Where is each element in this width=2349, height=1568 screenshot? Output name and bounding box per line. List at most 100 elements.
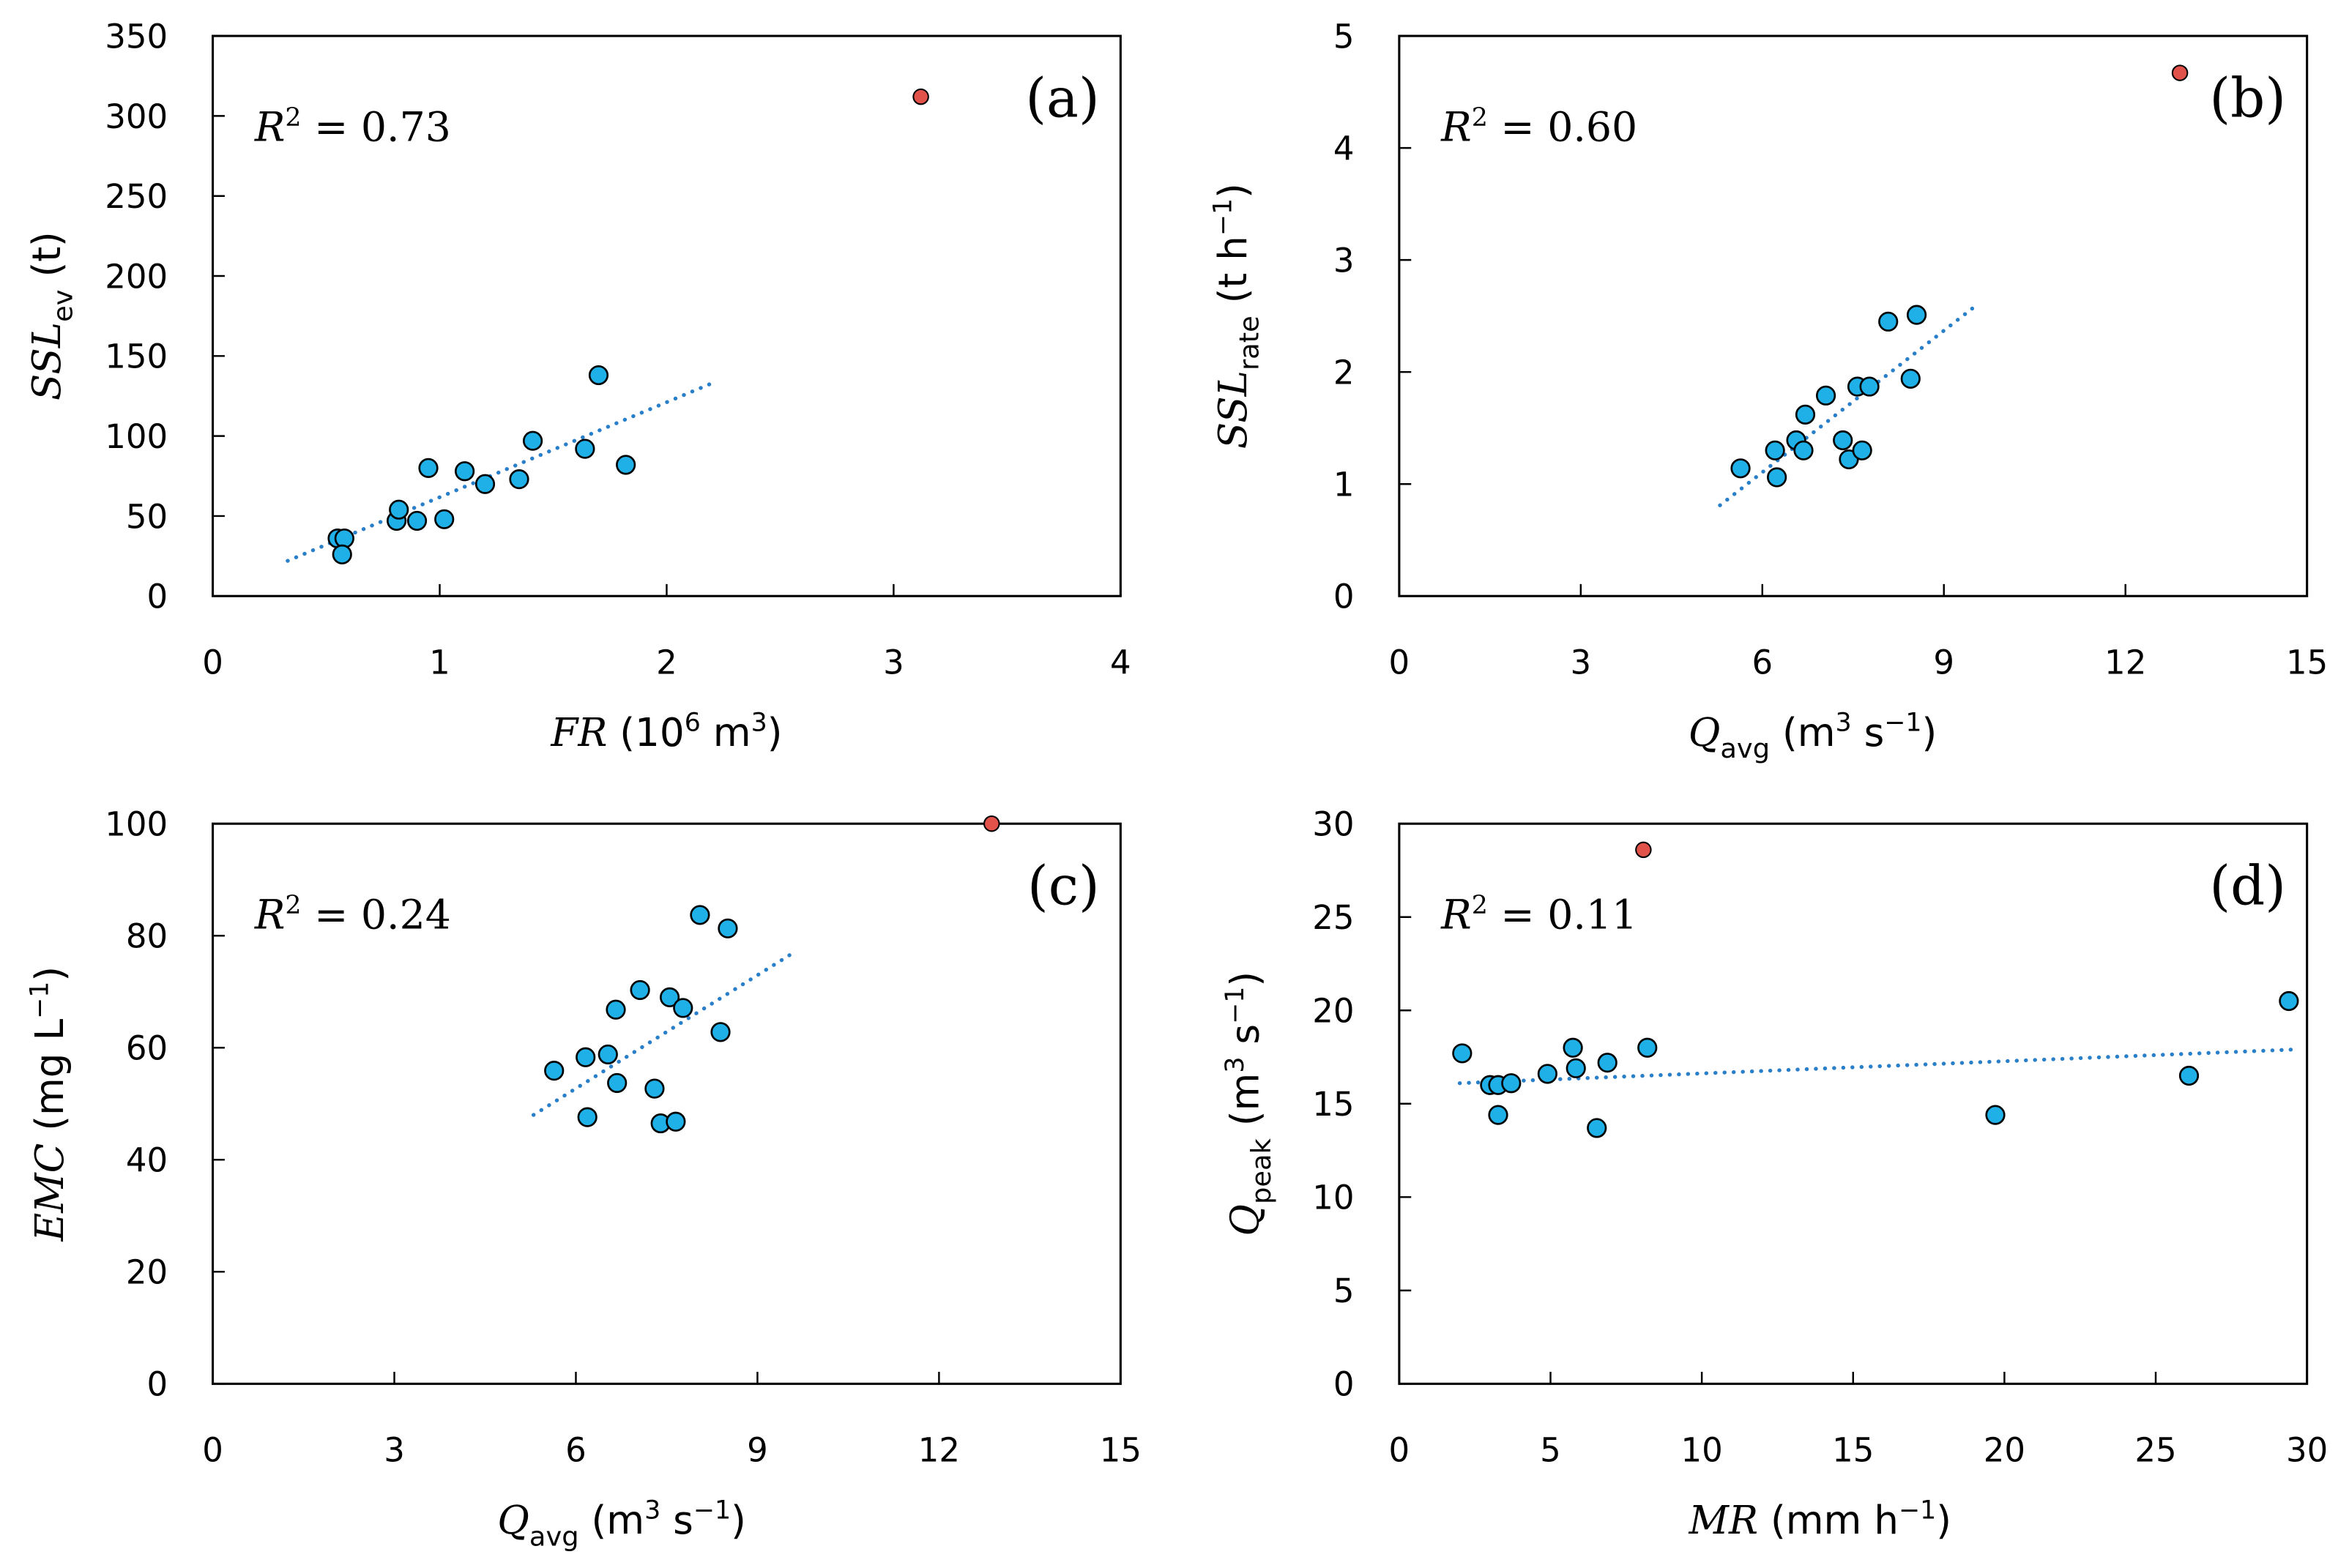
data-point [1833, 430, 1853, 451]
data-point [1767, 467, 1787, 488]
x-tick-label: 1 [429, 643, 450, 682]
x-tick-label: 9 [747, 1431, 768, 1470]
x-tick-label: 6 [565, 1431, 587, 1470]
y-tick-label: 3 [1333, 242, 1355, 280]
data-point [1537, 1064, 1557, 1084]
y-tick-label: 1 [1333, 466, 1355, 504]
y-axis-label: SSLrate (t h−1) [1209, 183, 1265, 449]
y-tick-label: 2 [1333, 354, 1355, 392]
data-point [1878, 311, 1899, 332]
data-point [1730, 458, 1751, 479]
data-point [418, 458, 439, 478]
y-tick-label: 20 [1312, 992, 1354, 1031]
y-axis-label: EMC (mg L−1) [26, 966, 72, 1242]
outlier-point [983, 815, 1000, 832]
x-tick-label: 3 [384, 1431, 405, 1470]
data-point [1795, 404, 1816, 425]
x-tick-label: 15 [1100, 1431, 1142, 1470]
y-tick-label: 20 [126, 1253, 168, 1292]
x-axis-label: MR (mm h−1) [1689, 1496, 1951, 1542]
data-point [588, 365, 609, 386]
data-point [455, 461, 475, 482]
y-axis-label: SSLev (t) [24, 231, 78, 400]
data-point [577, 1107, 598, 1127]
data-point [576, 1047, 596, 1067]
y-tick-label: 0 [147, 1365, 168, 1404]
data-point [509, 469, 529, 490]
y-tick-label: 25 [1312, 898, 1354, 937]
y-tick-label: 60 [126, 1029, 168, 1068]
y-tick-label: 150 [105, 337, 168, 376]
data-point [544, 1061, 565, 1081]
panel-c: Qavg (m3 s−1) EMC (mg L−1) 0 3 6 9 12 15 0 20 40… [26, 805, 1142, 1553]
trendline [531, 950, 796, 1117]
y-tick-label: 4 [1333, 129, 1355, 168]
data-point [1852, 440, 1872, 460]
outlier-point [2171, 64, 2189, 81]
trendline [1718, 305, 1976, 507]
plot-frame [212, 822, 1122, 1385]
x-tick-label: 10 [1681, 1431, 1723, 1470]
panel-label: (d) [2209, 856, 2286, 918]
x-axis-label: FR (106 m3) [550, 708, 782, 755]
data-point [690, 905, 710, 925]
data-point [389, 499, 409, 520]
x-tick-label: 0 [1389, 643, 1410, 682]
trendline [1457, 1048, 2294, 1086]
panel-b: Qavg (m3 s−1) SSLrate (t h−1) 0 3 6 9 12 1501… [1209, 17, 2328, 764]
x-tick-label: 30 [2286, 1431, 2328, 1470]
data-point [1985, 1105, 2006, 1125]
outlier-point [912, 88, 929, 105]
data-point [434, 509, 455, 529]
data-point [1587, 1118, 1607, 1138]
data-point [1452, 1043, 1473, 1064]
x-tick-label: 25 [2134, 1431, 2176, 1470]
x-tick-label: 20 [1984, 1431, 2025, 1470]
x-tick-label: 6 [1751, 643, 1773, 682]
x-tick-label: 3 [1571, 643, 1592, 682]
data-point [332, 544, 352, 565]
x-tick-label: 12 [2104, 643, 2146, 682]
data-point [1793, 440, 1814, 460]
data-point [1488, 1105, 1508, 1125]
y-tick-label: 0 [1333, 578, 1355, 616]
y-tick-label: 40 [126, 1141, 168, 1180]
data-point [630, 979, 650, 1001]
data-point [1815, 385, 1836, 406]
y-tick-label: 5 [1333, 17, 1355, 56]
data-point [2178, 1065, 2200, 1086]
data-point [522, 430, 543, 451]
r-squared-label: R2 = 0.11 [1440, 891, 1637, 938]
data-point [710, 1022, 731, 1042]
data-point [2279, 990, 2299, 1012]
y-tick-label: 0 [1333, 1365, 1355, 1404]
x-tick-label: 9 [1933, 643, 1954, 682]
panel-label: (a) [1025, 68, 1099, 130]
r-squared-label: R2 = 0.73 [254, 103, 451, 151]
y-tick-label: 200 [105, 257, 168, 296]
y-tick-label: 300 [105, 97, 168, 136]
x-tick-label: 4 [1110, 643, 1131, 682]
y-tick-label: 5 [1333, 1272, 1355, 1310]
y-tick-label: 50 [126, 497, 168, 536]
x-tick-label: 0 [202, 643, 223, 682]
r-squared-label: R2 = 0.60 [1440, 103, 1637, 151]
data-point [598, 1044, 618, 1065]
plot-frame [1398, 34, 2309, 597]
data-point [644, 1078, 665, 1099]
y-tick-label: 250 [105, 177, 168, 216]
outlier-point [1635, 841, 1652, 859]
x-tick-label: 15 [2286, 643, 2328, 682]
data-point [1566, 1058, 1586, 1078]
y-axis-label: Qpeak (m3 s−1) [1221, 971, 1277, 1236]
x-tick-label: 5 [1540, 1431, 1561, 1470]
x-tick-label: 0 [202, 1431, 223, 1470]
panel-label: (c) [1027, 856, 1100, 918]
data-point [1501, 1073, 1522, 1094]
data-point [1597, 1053, 1618, 1073]
y-tick-label: 100 [105, 417, 168, 456]
data-point [673, 998, 693, 1018]
panel-label: (b) [2209, 68, 2286, 130]
data-point [606, 999, 626, 1020]
